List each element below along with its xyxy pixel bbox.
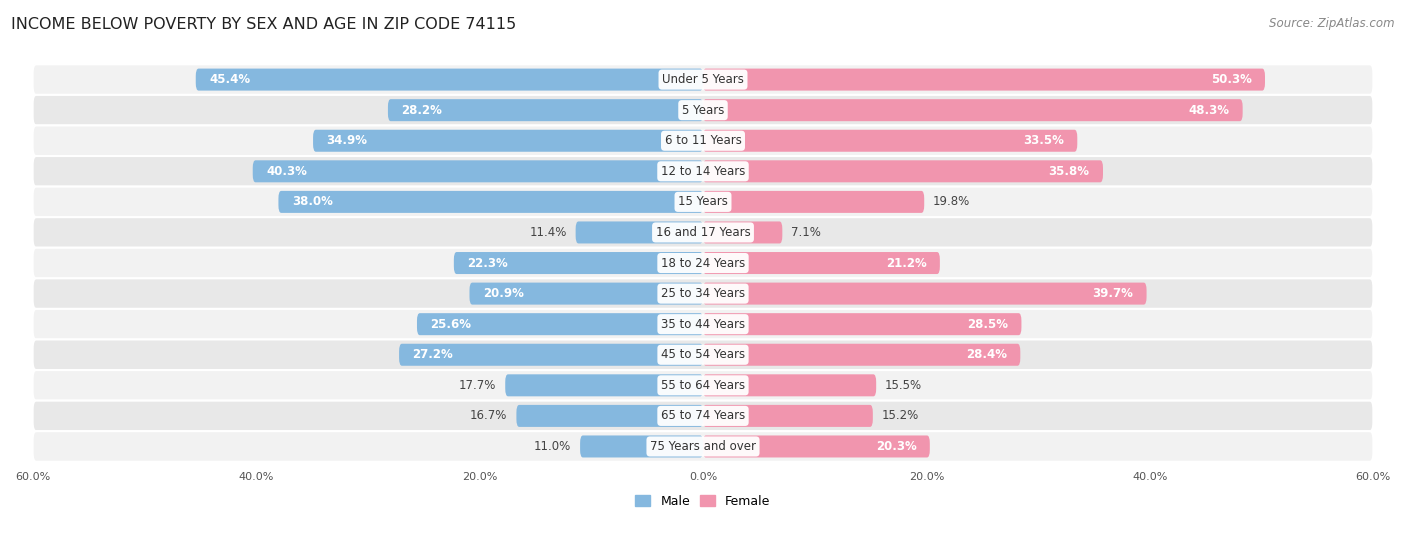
Text: 39.7%: 39.7% [1092, 287, 1133, 300]
FancyBboxPatch shape [32, 370, 1374, 401]
Text: 11.4%: 11.4% [529, 226, 567, 239]
Text: 28.2%: 28.2% [401, 103, 443, 117]
Text: 11.0%: 11.0% [534, 440, 571, 453]
FancyBboxPatch shape [32, 217, 1374, 248]
Text: 34.9%: 34.9% [326, 134, 367, 147]
Text: 50.3%: 50.3% [1211, 73, 1251, 86]
Text: 5 Years: 5 Years [682, 103, 724, 117]
Text: 15 Years: 15 Years [678, 196, 728, 209]
Text: 45.4%: 45.4% [209, 73, 250, 86]
FancyBboxPatch shape [418, 313, 703, 335]
FancyBboxPatch shape [703, 252, 939, 274]
Text: 15.2%: 15.2% [882, 409, 920, 423]
Text: 19.8%: 19.8% [934, 196, 970, 209]
Text: 20.3%: 20.3% [876, 440, 917, 453]
FancyBboxPatch shape [253, 160, 703, 182]
FancyBboxPatch shape [32, 431, 1374, 462]
FancyBboxPatch shape [703, 69, 1265, 91]
Text: 15.5%: 15.5% [886, 379, 922, 392]
Text: 75 Years and over: 75 Years and over [650, 440, 756, 453]
FancyBboxPatch shape [575, 221, 703, 244]
Text: INCOME BELOW POVERTY BY SEX AND AGE IN ZIP CODE 74115: INCOME BELOW POVERTY BY SEX AND AGE IN Z… [11, 17, 516, 32]
FancyBboxPatch shape [703, 160, 1102, 182]
Text: 21.2%: 21.2% [886, 257, 927, 269]
FancyBboxPatch shape [195, 69, 703, 91]
FancyBboxPatch shape [703, 375, 876, 396]
Text: 12 to 14 Years: 12 to 14 Years [661, 165, 745, 178]
FancyBboxPatch shape [703, 191, 924, 213]
Text: Source: ZipAtlas.com: Source: ZipAtlas.com [1270, 17, 1395, 30]
FancyBboxPatch shape [32, 156, 1374, 187]
Text: 28.4%: 28.4% [966, 348, 1007, 361]
FancyBboxPatch shape [703, 130, 1077, 151]
FancyBboxPatch shape [703, 344, 1021, 366]
Text: 16.7%: 16.7% [470, 409, 508, 423]
FancyBboxPatch shape [32, 187, 1374, 217]
Text: 17.7%: 17.7% [458, 379, 496, 392]
FancyBboxPatch shape [278, 191, 703, 213]
FancyBboxPatch shape [454, 252, 703, 274]
Text: 28.5%: 28.5% [967, 318, 1008, 331]
Legend: Male, Female: Male, Female [630, 490, 776, 513]
Text: 38.0%: 38.0% [292, 196, 333, 209]
FancyBboxPatch shape [32, 248, 1374, 278]
Text: 7.1%: 7.1% [792, 226, 821, 239]
FancyBboxPatch shape [703, 405, 873, 427]
FancyBboxPatch shape [32, 401, 1374, 431]
Text: Under 5 Years: Under 5 Years [662, 73, 744, 86]
Text: 48.3%: 48.3% [1188, 103, 1229, 117]
FancyBboxPatch shape [399, 344, 703, 366]
FancyBboxPatch shape [581, 435, 703, 457]
Text: 55 to 64 Years: 55 to 64 Years [661, 379, 745, 392]
Text: 16 and 17 Years: 16 and 17 Years [655, 226, 751, 239]
Text: 22.3%: 22.3% [467, 257, 508, 269]
Text: 33.5%: 33.5% [1024, 134, 1064, 147]
FancyBboxPatch shape [32, 95, 1374, 125]
FancyBboxPatch shape [516, 405, 703, 427]
FancyBboxPatch shape [505, 375, 703, 396]
FancyBboxPatch shape [470, 283, 703, 305]
FancyBboxPatch shape [703, 221, 782, 244]
FancyBboxPatch shape [703, 283, 1146, 305]
FancyBboxPatch shape [703, 313, 1021, 335]
Text: 25 to 34 Years: 25 to 34 Years [661, 287, 745, 300]
FancyBboxPatch shape [32, 64, 1374, 95]
Text: 27.2%: 27.2% [412, 348, 453, 361]
FancyBboxPatch shape [388, 99, 703, 121]
Text: 45 to 54 Years: 45 to 54 Years [661, 348, 745, 361]
Text: 20.9%: 20.9% [482, 287, 524, 300]
FancyBboxPatch shape [32, 309, 1374, 339]
Text: 35.8%: 35.8% [1049, 165, 1090, 178]
Text: 6 to 11 Years: 6 to 11 Years [665, 134, 741, 147]
FancyBboxPatch shape [703, 99, 1243, 121]
Text: 35 to 44 Years: 35 to 44 Years [661, 318, 745, 331]
Text: 40.3%: 40.3% [266, 165, 307, 178]
FancyBboxPatch shape [32, 339, 1374, 370]
FancyBboxPatch shape [32, 125, 1374, 156]
FancyBboxPatch shape [32, 278, 1374, 309]
Text: 65 to 74 Years: 65 to 74 Years [661, 409, 745, 423]
FancyBboxPatch shape [314, 130, 703, 151]
FancyBboxPatch shape [703, 435, 929, 457]
Text: 25.6%: 25.6% [430, 318, 471, 331]
Text: 18 to 24 Years: 18 to 24 Years [661, 257, 745, 269]
